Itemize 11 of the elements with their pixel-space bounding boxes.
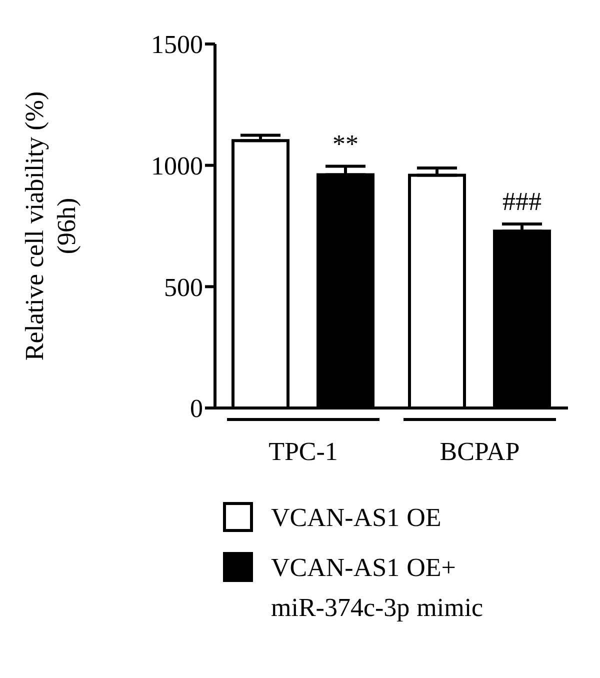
annotation: ### [502, 187, 542, 216]
x-tick-label: BCPAP [440, 437, 520, 466]
y-tick-label: 1000 [151, 152, 203, 181]
y-tick-label: 500 [164, 272, 203, 302]
x-tick-label: TPC-1 [268, 437, 338, 466]
y-axis-title: Relative cell viability (%) (96h) [20, 91, 81, 361]
legend-label: VCAN-AS1 OE+ miR-374c-3p mimic [271, 552, 484, 624]
annotation: ** [332, 129, 358, 158]
y-tick-label: 0 [190, 394, 203, 424]
y-tick-label: 1500 [151, 30, 203, 60]
legend-label: VCAN-AS1 OE [271, 502, 442, 534]
